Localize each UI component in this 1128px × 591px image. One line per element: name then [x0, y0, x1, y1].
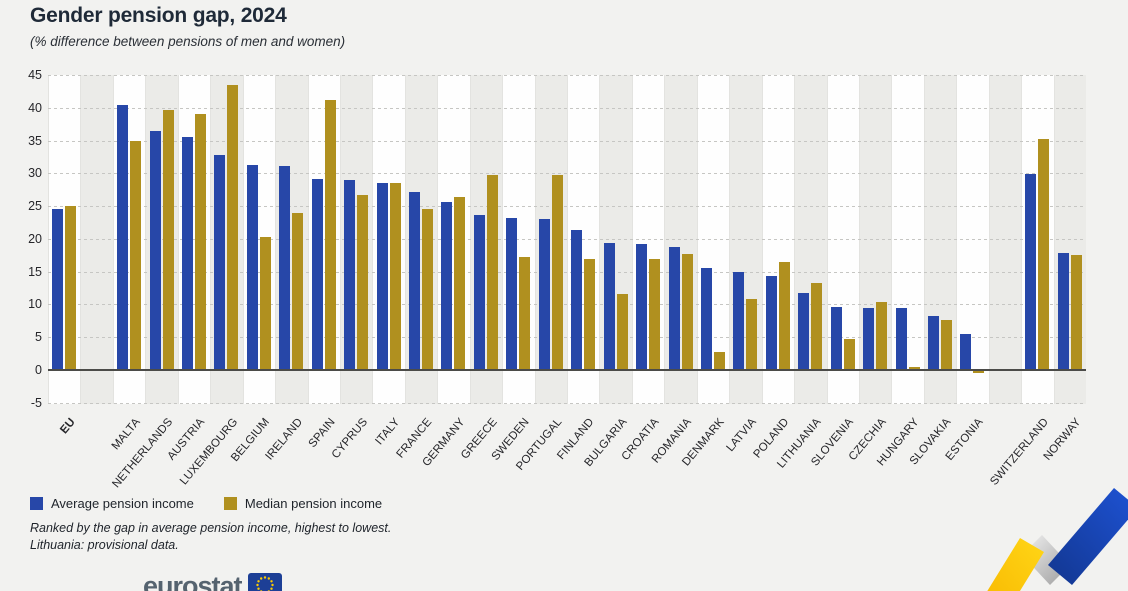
eurostat-wordmark: eurostat [143, 571, 243, 591]
bar-median-luxembourg [227, 85, 239, 370]
bar-median-austria [194, 114, 206, 370]
bar-median-romania [681, 253, 693, 370]
y-axis-tick-40: 40 [28, 100, 42, 115]
y-axis-tick-10: 10 [28, 297, 42, 312]
bar-average-belgium [246, 164, 258, 370]
bar-average-romania [668, 246, 680, 370]
y-axis-tick-25: 25 [28, 199, 42, 214]
bar-average-denmark [700, 267, 712, 370]
median-series-swatch [223, 497, 237, 510]
legend-item-median: Median pension income [223, 496, 383, 511]
bar-average-eu [52, 209, 64, 370]
bar-median-norway [1070, 255, 1082, 370]
bar-median-eu [65, 206, 77, 370]
chart-legend: Average pension income Median pension in… [30, 496, 382, 511]
bar-average-portugal [538, 218, 550, 370]
bar-average-greece [473, 214, 485, 370]
bar-average-poland [765, 275, 777, 370]
bar-median-denmark [713, 351, 725, 370]
bar-median-finland [584, 258, 596, 370]
bar-average-spain [311, 179, 323, 370]
bar-median-slovakia [941, 319, 953, 370]
gridline-30 [48, 173, 1086, 175]
bar-average-switzerland [1025, 173, 1037, 370]
gridline-40 [48, 107, 1086, 109]
bar-median-croatia [649, 259, 661, 370]
legend-label-median: Median pension income [244, 496, 383, 511]
bar-average-cyprus [344, 179, 356, 370]
bar-median-greece [486, 174, 498, 370]
legend-label-average: Average pension income [51, 496, 194, 511]
bar-average-latvia [733, 272, 745, 370]
bar-average-sweden [506, 217, 518, 370]
gridline-15 [48, 271, 1086, 273]
bar-median-cyprus [357, 194, 369, 370]
y-axis-tick-15: 15 [28, 264, 42, 279]
bar-median-slovenia [843, 338, 855, 370]
bar-average-slovakia [928, 316, 940, 370]
bar-median-ireland [292, 212, 304, 370]
gridline-10 [48, 304, 1086, 306]
y-axis-tick-30: 30 [28, 166, 42, 181]
bar-median-portugal [551, 175, 563, 370]
bar-average-germany [441, 201, 453, 370]
gridline-45 [48, 75, 1086, 76]
bar-median-spain [324, 99, 336, 370]
bar-median-bulgaria [616, 293, 628, 370]
bar-average-lithuania [798, 292, 810, 370]
bar-average-norway [1057, 252, 1069, 370]
bar-average-finland [571, 230, 583, 370]
bar-average-malta [117, 105, 129, 370]
page-title: Gender pension gap, 2024 [30, 4, 287, 27]
bar-median-estonia [973, 370, 985, 373]
bar-average-luxembourg [214, 154, 226, 370]
bar-average-croatia [636, 244, 648, 370]
gridline--5 [48, 402, 1086, 404]
gridline-35 [48, 140, 1086, 142]
gridline-20 [48, 238, 1086, 240]
bar-median-czechia [876, 302, 888, 370]
y-axis-tick-20: 20 [28, 231, 42, 246]
bar-average-austria [181, 136, 193, 370]
bar-median-netherlands [162, 109, 174, 370]
bar-median-hungary [908, 367, 920, 370]
bar-average-bulgaria [603, 242, 615, 370]
footnote-lithuania: Lithuania: provisional data. [30, 537, 179, 552]
y-axis-tick--5: -5 [30, 395, 42, 410]
bar-average-italy [376, 182, 388, 370]
bar-median-poland [778, 261, 790, 370]
bar-median-germany [454, 196, 466, 370]
bar-median-latvia [746, 298, 758, 370]
bar-median-lithuania [811, 282, 823, 370]
bar-median-france [422, 209, 434, 370]
eurostat-logo: eurostat [143, 573, 282, 591]
y-axis-tick-45: 45 [28, 68, 42, 82]
average-series-swatch [30, 497, 43, 510]
footnote-ranking: Ranked by the gap in average pension inc… [30, 521, 392, 535]
bar-average-hungary [895, 308, 907, 370]
bar-median-italy [389, 183, 401, 370]
bar-average-france [409, 191, 421, 370]
gridline-5 [48, 337, 1086, 339]
chart-subtitle: (% difference between pensions of men an… [30, 34, 346, 49]
y-axis-tick-5: 5 [35, 330, 42, 345]
bar-average-czechia [863, 308, 875, 370]
eu-flag-icon [247, 573, 282, 591]
y-axis-tick-35: 35 [28, 133, 42, 148]
bar-median-sweden [519, 257, 531, 370]
bar-average-netherlands [149, 131, 161, 370]
legend-item-average: Average pension income [30, 496, 194, 511]
bar-average-ireland [279, 166, 291, 370]
bar-median-belgium [259, 236, 271, 370]
y-axis-tick-0: 0 [35, 363, 42, 377]
bar-average-estonia [960, 333, 972, 370]
bar-median-malta [130, 140, 142, 370]
bar-average-slovenia [830, 307, 842, 370]
zero-axis-line [48, 369, 1086, 371]
gridline-25 [48, 206, 1086, 208]
chart-footnotes: Ranked by the gap in average pension inc… [30, 520, 391, 554]
bar-median-switzerland [1038, 139, 1050, 370]
